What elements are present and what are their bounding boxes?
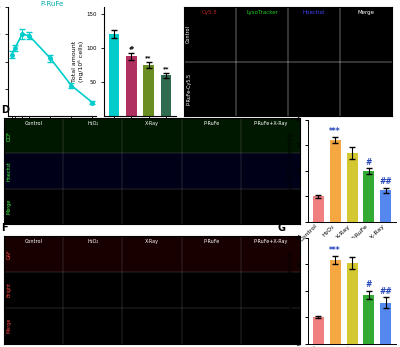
Bar [346,153,358,222]
Text: D: D [1,105,9,115]
Text: DAF: DAF [7,249,12,259]
Text: F: F [1,222,8,232]
Bar [313,196,324,222]
Text: P-RuFe-Cy5.5: P-RuFe-Cy5.5 [186,73,191,105]
Bar [346,263,358,344]
Bar [160,75,171,116]
Text: DCF: DCF [7,131,12,141]
Bar [330,140,340,222]
Bar [4,153,300,188]
Text: G: G [277,223,285,233]
Bar [109,34,120,116]
Text: LysoTracker: LysoTracker [246,10,278,15]
Text: Control: Control [25,239,42,244]
Text: H₂O₂: H₂O₂ [87,239,98,244]
Text: **: ** [162,66,169,71]
Bar [144,65,154,116]
Text: E: E [277,105,284,116]
Text: Bright: Bright [7,282,12,297]
Text: Control: Control [25,121,42,126]
Text: X-Ray: X-Ray [145,239,159,244]
Text: Merge: Merge [7,318,12,333]
Text: H₂O₂: H₂O₂ [87,121,98,126]
Bar [380,190,391,222]
Bar [4,118,300,153]
Bar [126,56,136,116]
Text: Merge: Merge [7,198,12,214]
Text: Hoechst: Hoechst [7,161,12,181]
Text: Hoechst: Hoechst [303,10,325,15]
Text: P-RuFe: P-RuFe [203,239,219,244]
Bar [330,260,340,344]
Bar [380,303,391,344]
Text: X-Ray: X-Ray [145,121,159,126]
Text: P-RuFe: P-RuFe [203,121,219,126]
X-axis label: Time (h): Time (h) [37,134,67,141]
Text: Control: Control [186,25,191,43]
Bar [364,171,374,222]
Text: **: ** [145,55,152,60]
Text: Merge: Merge [358,10,374,15]
Y-axis label: Total amount
(ng/10⁶ cells): Total amount (ng/10⁶ cells) [72,41,84,82]
Title: P-RuFe: P-RuFe [40,1,64,7]
Text: #: # [366,280,372,289]
Y-axis label: Relative RNS intensity: Relative RNS intensity [288,252,294,329]
Text: ***: *** [329,127,341,136]
Bar [364,295,374,344]
Y-axis label: Relative ROS intensity: Relative ROS intensity [288,132,294,210]
Bar [4,236,300,272]
Text: #: # [129,46,134,51]
Text: #: # [366,158,372,167]
Bar [313,317,324,344]
Text: P-RuFe+X-Ray: P-RuFe+X-Ray [253,121,288,126]
Text: ##: ## [380,177,392,186]
Text: ##: ## [380,287,392,296]
Text: Cy5.5: Cy5.5 [202,10,218,15]
Text: ***: *** [329,246,341,255]
Text: P-RuFe+X-Ray: P-RuFe+X-Ray [253,239,288,244]
